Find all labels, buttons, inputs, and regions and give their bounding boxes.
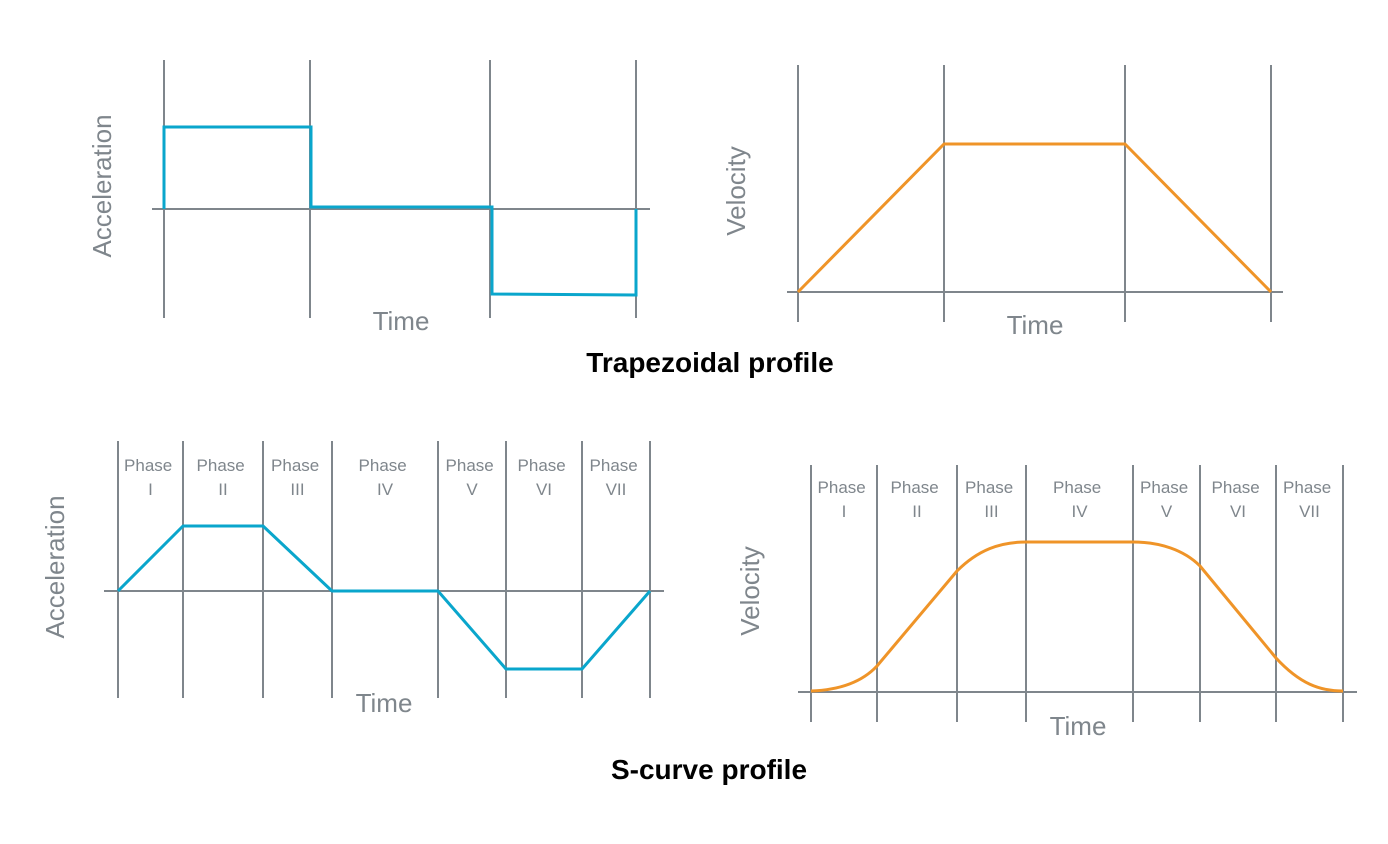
trap-acc-y-label: Acceleration (87, 114, 117, 257)
scurve-vel-phase-label: Phase VII (1283, 478, 1336, 521)
scurve-acc-phase-label: Phase I (124, 456, 177, 499)
trap-acc-x-label: Time (373, 306, 430, 336)
scurve-vel-phase-label: Phase II (891, 478, 944, 521)
scurve-acc-phase-label: Phase III (271, 456, 324, 499)
scurve-acceleration-curve (116, 524, 652, 671)
scurve-acceleration-panel: Phase I Phase II Phase III Phase IV Phas… (40, 441, 664, 718)
scurve-vel-phase-label: Phase IV (1053, 478, 1106, 521)
scurve-acc-phase-labels: Phase I Phase II Phase III Phase IV Phas… (124, 456, 643, 499)
scurve-acc-phase-label: Phase VII (590, 456, 643, 499)
scurve-acc-phase-label: Phase II (197, 456, 250, 499)
scurve-profile-title: S-curve profile (611, 754, 807, 785)
scurve-vel-phase-label: Phase I (818, 478, 871, 521)
scurve-acc-phase-label: Phase V (446, 456, 499, 499)
trap-vel-x-label: Time (1007, 310, 1064, 340)
scurve-vel-y-label: Velocity (735, 546, 765, 636)
trap-velocity-panel: Velocity Time (721, 65, 1283, 340)
scurve-acc-phase-label: Phase IV (359, 456, 412, 499)
trap-vel-y-label: Velocity (721, 146, 751, 236)
scurve-acc-phase-label: Phase VI (518, 456, 571, 499)
scurve-vel-phase-label: Phase III (965, 478, 1018, 521)
scurve-velocity-curve (810, 540, 1344, 693)
scurve-velocity-panel: Phase I Phase II Phase III Phase IV Phas… (735, 465, 1357, 741)
trap-acceleration-curve (162, 125, 638, 297)
scurve-vel-x-label: Time (1050, 711, 1107, 741)
trapezoidal-profile-title: Trapezoidal profile (586, 347, 833, 378)
scurve-acc-y-label: Acceleration (40, 495, 70, 638)
trap-velocity-curve (796, 142, 1273, 294)
trap-acceleration-panel: Acceleration Time (87, 60, 650, 336)
scurve-vel-phase-label: Phase V (1140, 478, 1193, 521)
scurve-vel-phase-label: Phase VI (1212, 478, 1265, 521)
scurve-acc-x-label: Time (356, 688, 413, 718)
scurve-vel-phase-labels: Phase I Phase II Phase III Phase IV Phas… (818, 478, 1336, 521)
